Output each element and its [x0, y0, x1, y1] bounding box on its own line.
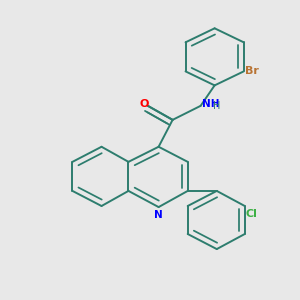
- Text: Cl: Cl: [245, 209, 257, 219]
- Text: N: N: [154, 210, 163, 220]
- Text: NH: NH: [202, 99, 220, 109]
- Text: H: H: [213, 101, 220, 112]
- Text: O: O: [139, 99, 149, 109]
- Text: Br: Br: [245, 66, 259, 76]
